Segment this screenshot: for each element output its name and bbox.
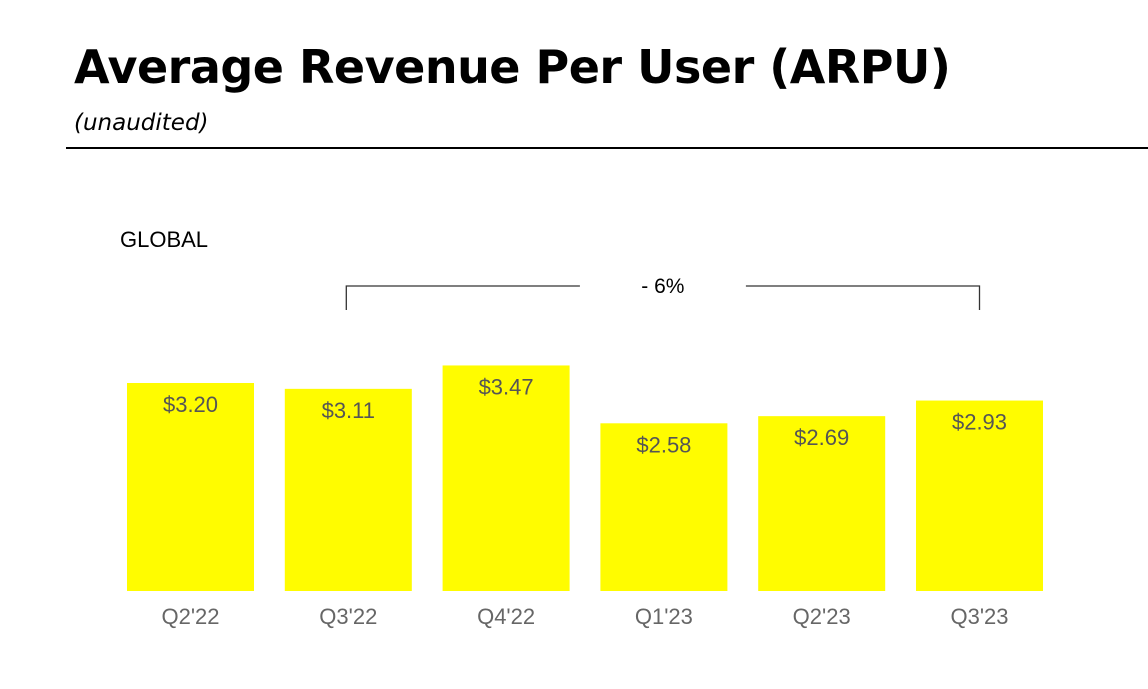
value-label: $2.69 xyxy=(794,425,849,450)
value-label: $2.93 xyxy=(952,410,1007,435)
tick-label: Q3'22 xyxy=(319,604,377,629)
bars xyxy=(127,365,1043,591)
title-divider xyxy=(66,147,1148,149)
value-label: $3.47 xyxy=(479,374,534,399)
bracket-left-line xyxy=(345,285,580,310)
tick-label: Q4'22 xyxy=(477,604,535,629)
value-label: $2.58 xyxy=(636,432,691,457)
panel-label: GLOBAL xyxy=(120,227,208,252)
bar-Q2'22 xyxy=(127,383,254,591)
bracket-right-line xyxy=(745,285,981,310)
x-axis-tick-labels: Q2'22 Q3'22 Q4'22 Q1'23 Q2'23 Q3'23 xyxy=(161,604,1008,629)
bar-Q3'22 xyxy=(284,388,412,591)
tick-label: Q3'23 xyxy=(950,604,1008,629)
bar-Q4'22 xyxy=(442,365,570,591)
value-labels: $3.20 $3.11 $3.47 $2.58 $2.69 $2.93 xyxy=(163,374,1007,457)
bar-Q1'23 xyxy=(600,423,728,591)
tick-label: Q2'23 xyxy=(793,604,851,629)
bar-Q3'23 xyxy=(916,400,1043,591)
change-annotation-label: - 6% xyxy=(641,275,684,298)
value-label: $3.11 xyxy=(322,398,375,423)
value-label: $3.20 xyxy=(163,392,218,417)
page-subtitle: (unaudited) xyxy=(74,110,209,136)
tick-label: Q1'23 xyxy=(635,604,693,629)
bar-Q2'23 xyxy=(758,416,886,591)
tick-label: Q2'22 xyxy=(161,604,219,629)
page-title: Average Revenue Per User (ARPU) xyxy=(74,40,951,94)
change-bracket: - 6% xyxy=(345,275,981,310)
